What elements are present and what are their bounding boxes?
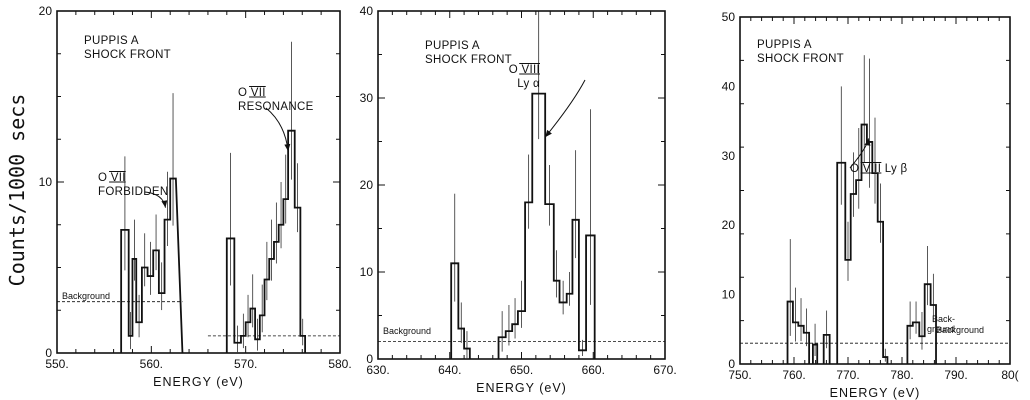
annotation-text: Ly α	[517, 78, 540, 90]
arrowhead	[284, 143, 291, 152]
annotation-text: O VIII Ly β	[850, 163, 908, 175]
x-axis-title: ENERGY (eV)	[476, 381, 567, 395]
y-tick-label: 0	[728, 357, 735, 371]
y-tick-label: 50	[722, 10, 736, 24]
annotation-text: RESONANCE	[238, 101, 314, 113]
panel-2: 630. 640. 650. 660. 670. 0 10 20 30 40 ENERGY (eV)…	[360, 4, 677, 395]
annotation-text: O VIII	[509, 64, 540, 76]
x-tick-label: 790.	[944, 368, 967, 382]
x-tick-label: 660.	[582, 363, 605, 377]
background-label: Background	[62, 291, 110, 301]
arrowhead	[161, 200, 168, 208]
y-tick-label: 30	[722, 149, 736, 163]
x-tick-label: 550.	[45, 357, 68, 371]
x-tick-label: 670.	[653, 363, 676, 377]
y-tick-label: 0	[366, 352, 373, 366]
panel-caption-line: SHOCK FRONT	[84, 49, 171, 61]
x-tick-label: 780.	[890, 368, 913, 382]
x-tick-label: 560.	[140, 357, 163, 371]
panel-1: 550. 560. 570. 580. 0 10 20 ENERGY (eV) PUPPIS A…	[39, 4, 955, 389]
y-tick-label: 10	[722, 288, 736, 302]
line-annotation: O VIII Ly β	[849, 138, 908, 175]
histogram-steps	[786, 300, 811, 364]
panel-3: 750. 760. 770. 780. 790. 80( 0 10 20 30 40 50 ENERGY…	[722, 10, 1019, 400]
x-axis-title: ENERGY (eV)	[153, 375, 244, 389]
histogram-steps	[225, 129, 306, 353]
y-tick-label: 20	[722, 218, 736, 232]
arrowhead	[864, 138, 871, 146]
histogram-steps	[836, 123, 889, 364]
y-tick-label: 30	[360, 91, 374, 105]
y-axis-title: Counts/1000 secs	[5, 94, 29, 287]
y-tick-label: 10	[360, 265, 374, 279]
y-tick-label: 40	[722, 79, 736, 93]
panel-caption-line: PUPPIS A	[757, 39, 812, 51]
line-annotation: O VII RESONANCE	[238, 86, 314, 152]
y-tick-label: 10	[39, 175, 53, 189]
background-label: ground	[927, 324, 955, 334]
line-annotation: O VIII Ly α	[509, 63, 586, 138]
arrowhead	[545, 129, 552, 138]
y-tick-label: 0	[45, 346, 52, 360]
panel-caption-line: SHOCK FRONT	[757, 53, 844, 65]
x-tick-label: 630.	[366, 363, 389, 377]
panel-caption-line: PUPPIS A	[84, 35, 139, 47]
y-tick-label: 20	[360, 178, 374, 192]
x-tick-label: 770.	[836, 368, 859, 382]
x-tick-label: 80(	[1001, 368, 1018, 382]
annotation-text: FORBIDDEN	[98, 186, 168, 198]
x-tick-label: 640.	[438, 363, 461, 377]
x-tick-label: 650.	[510, 363, 533, 377]
background-label: Background	[383, 326, 431, 336]
x-tick-label: 580.	[328, 357, 351, 371]
panel-caption-line: SHOCK FRONT	[425, 54, 512, 66]
background-label: Back-	[932, 314, 955, 324]
background-label: Background	[936, 325, 984, 335]
y-tick-label: 40	[360, 4, 374, 18]
x-tick-label: 750.	[728, 368, 751, 382]
panel-caption-line: PUPPIS A	[425, 40, 480, 52]
x-tick-label: 760.	[782, 368, 805, 382]
x-axis-title: ENERGY (eV)	[830, 386, 921, 400]
annotation-text: O VII	[98, 172, 126, 184]
x-tick-label: 570.	[234, 357, 257, 371]
annotation-arrow	[544, 79, 586, 138]
line-annotation: O VII FORBIDDEN	[98, 171, 168, 208]
y-tick-label: 20	[39, 4, 53, 18]
annotation-text: O VII	[238, 87, 266, 99]
